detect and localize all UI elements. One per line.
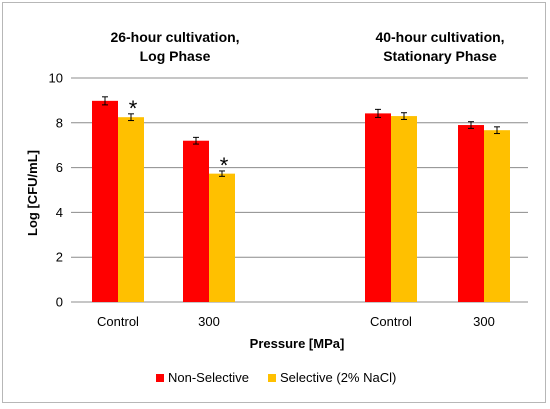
x-tick-label: Control	[97, 314, 139, 329]
group-heading-line2: Log Phase	[140, 48, 211, 64]
error-bar	[193, 136, 199, 145]
group-heading-line1: 40-hour cultivation,	[375, 29, 504, 45]
error-bar	[219, 170, 225, 177]
bar-non-selective-1	[183, 140, 209, 302]
error-bar	[375, 108, 381, 118]
legend-swatch	[156, 374, 164, 382]
x-axis-label: Pressure [MPa]	[250, 336, 345, 351]
bar-selective-0	[118, 117, 144, 302]
legend-item: Selective (2% NaCl)	[268, 370, 396, 385]
group-headings: 26-hour cultivation, Log Phase 40-hour cul…	[110, 29, 504, 64]
y-tick-labels: 0 2 4 6 8 10	[49, 71, 63, 310]
legend-swatch	[268, 374, 276, 382]
group-heading-line1: 26-hour cultivation,	[110, 29, 239, 45]
y-axis-label: Log [CFU/mL]	[25, 150, 40, 236]
error-bar	[494, 126, 500, 135]
x-tick-labels: Control 300 Control 300	[97, 314, 495, 329]
error-bar	[401, 112, 407, 120]
error-bar	[128, 113, 134, 122]
error-bars	[102, 96, 500, 177]
x-tick-label: 300	[473, 314, 495, 329]
legend-label: Selective (2% NaCl)	[280, 370, 396, 385]
legend: Non-Selective Selective (2% NaCl)	[156, 370, 396, 385]
significance-asterisk: *	[129, 96, 138, 121]
bar-non-selective-0	[92, 100, 118, 303]
y-tick-label: 0	[56, 295, 63, 310]
bar-non-selective-2	[365, 113, 391, 302]
bar-selective-2	[391, 116, 417, 302]
annotations: **	[129, 96, 229, 178]
error-bar	[468, 121, 474, 129]
error-bar	[102, 96, 108, 106]
gridlines	[71, 77, 528, 303]
x-tick-label: 300	[198, 314, 220, 329]
y-tick-label: 10	[49, 71, 63, 86]
bar-selective-1	[209, 173, 235, 302]
y-tick-label: 2	[56, 250, 63, 265]
bars	[92, 100, 510, 303]
x-tick-label: Control	[370, 314, 412, 329]
y-tick-label: 6	[56, 160, 63, 175]
chart-frame: * * 0 2 4 6 8 10 Control 300 Control 300 26-hour …	[2, 2, 546, 403]
legend-label: Non-Selective	[168, 370, 249, 385]
significance-asterisk: *	[220, 153, 229, 178]
group-heading-line2: Stationary Phase	[383, 48, 497, 64]
y-tick-label: 8	[56, 115, 63, 130]
bar-non-selective-3	[458, 125, 484, 302]
bar-selective-3	[484, 130, 510, 302]
legend-item: Non-Selective	[156, 370, 249, 385]
y-tick-label: 4	[56, 205, 63, 220]
